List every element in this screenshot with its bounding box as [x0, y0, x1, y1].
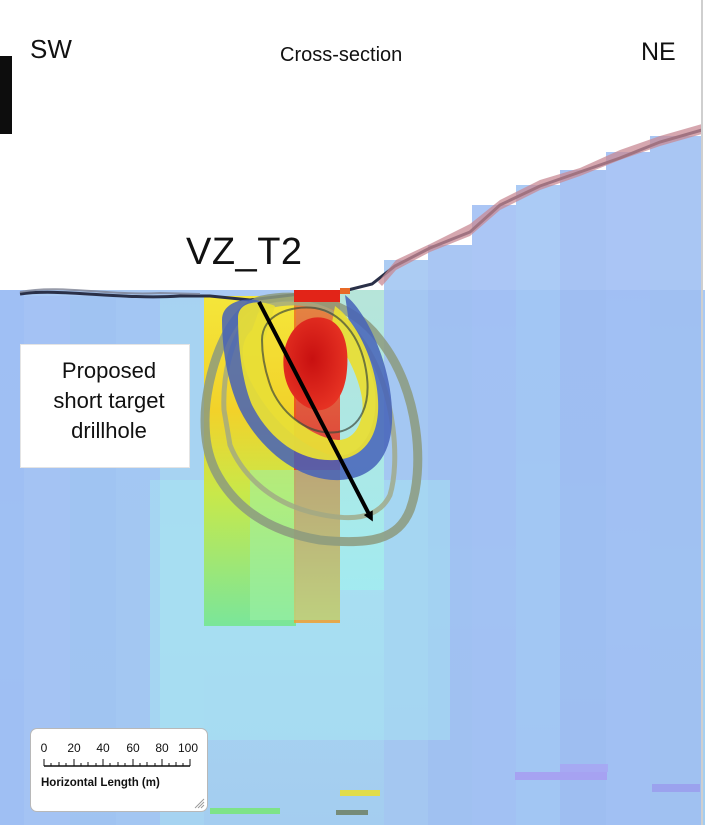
scale-tick-label: 40: [96, 741, 110, 755]
scale-tick-label: 20: [67, 741, 81, 755]
scale-tick-label: 0: [40, 741, 48, 755]
scale-tick-label: 60: [126, 741, 140, 755]
resize-grip-icon[interactable]: [193, 797, 205, 809]
scale-tick-label: 80: [155, 741, 169, 755]
isosurface-red-core: [283, 317, 348, 411]
callout-line: short target: [53, 388, 165, 413]
direction-label-sw: SW: [30, 34, 72, 64]
scale-axis-title: Horizontal Length (m): [41, 777, 160, 789]
callout-line: Proposed: [61, 358, 157, 383]
callout-line: drillhole: [71, 418, 147, 443]
direction-label-ne: NE: [641, 38, 676, 66]
drillhole-trace: [257, 301, 373, 522]
drillhole-callout: Proposed short target drillhole: [20, 344, 190, 468]
scale-bar: 0 20 40 60 80 100: [30, 728, 208, 812]
section-title: Cross-section: [280, 44, 403, 66]
frame-edge: [701, 0, 703, 825]
target-label: VZ_T2: [186, 231, 303, 273]
scale-ticks: 0 20 40 60 80 100: [40, 739, 205, 767]
scale-ruler: [43, 759, 191, 767]
isosurface-blue: [222, 295, 393, 481]
cropped-legend-edge: [0, 56, 12, 134]
topography-ribbon: [378, 124, 702, 286]
scale-tick-label: 100: [177, 741, 199, 755]
